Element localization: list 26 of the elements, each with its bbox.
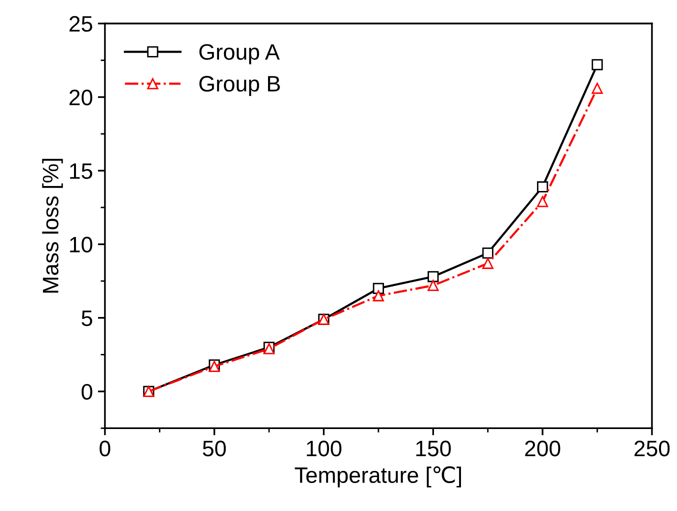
point [372,290,384,302]
x-tick-label: 150 [416,440,451,456]
y-tick-label: 5 [82,310,92,326]
y-tick-label: 20 [70,90,92,106]
x-tick-label: 50 [202,440,226,456]
point [482,248,494,259]
x-tick-label: 100 [306,440,342,456]
point [536,196,548,208]
x-tick-label: 250 [634,440,670,456]
x-tick-label: 0 [100,440,110,456]
x-tick-label: 200 [525,440,560,456]
y-tick-label: 10 [70,236,92,253]
y-tick-label: 0 [82,384,92,400]
point [482,258,494,269]
point [592,82,603,94]
legend-label: Group A [199,44,280,64]
legend-label: Group B [199,76,280,96]
point [372,282,384,294]
point [536,181,548,192]
point [592,59,603,70]
y-axis-title: Mass loss [%] [42,158,63,293]
x-axis-title: Temperature [℃] [294,466,461,488]
y-tick-label: 25 [70,16,92,32]
point [428,280,439,292]
point [428,271,439,282]
y-tick-label: 15 [70,163,92,179]
